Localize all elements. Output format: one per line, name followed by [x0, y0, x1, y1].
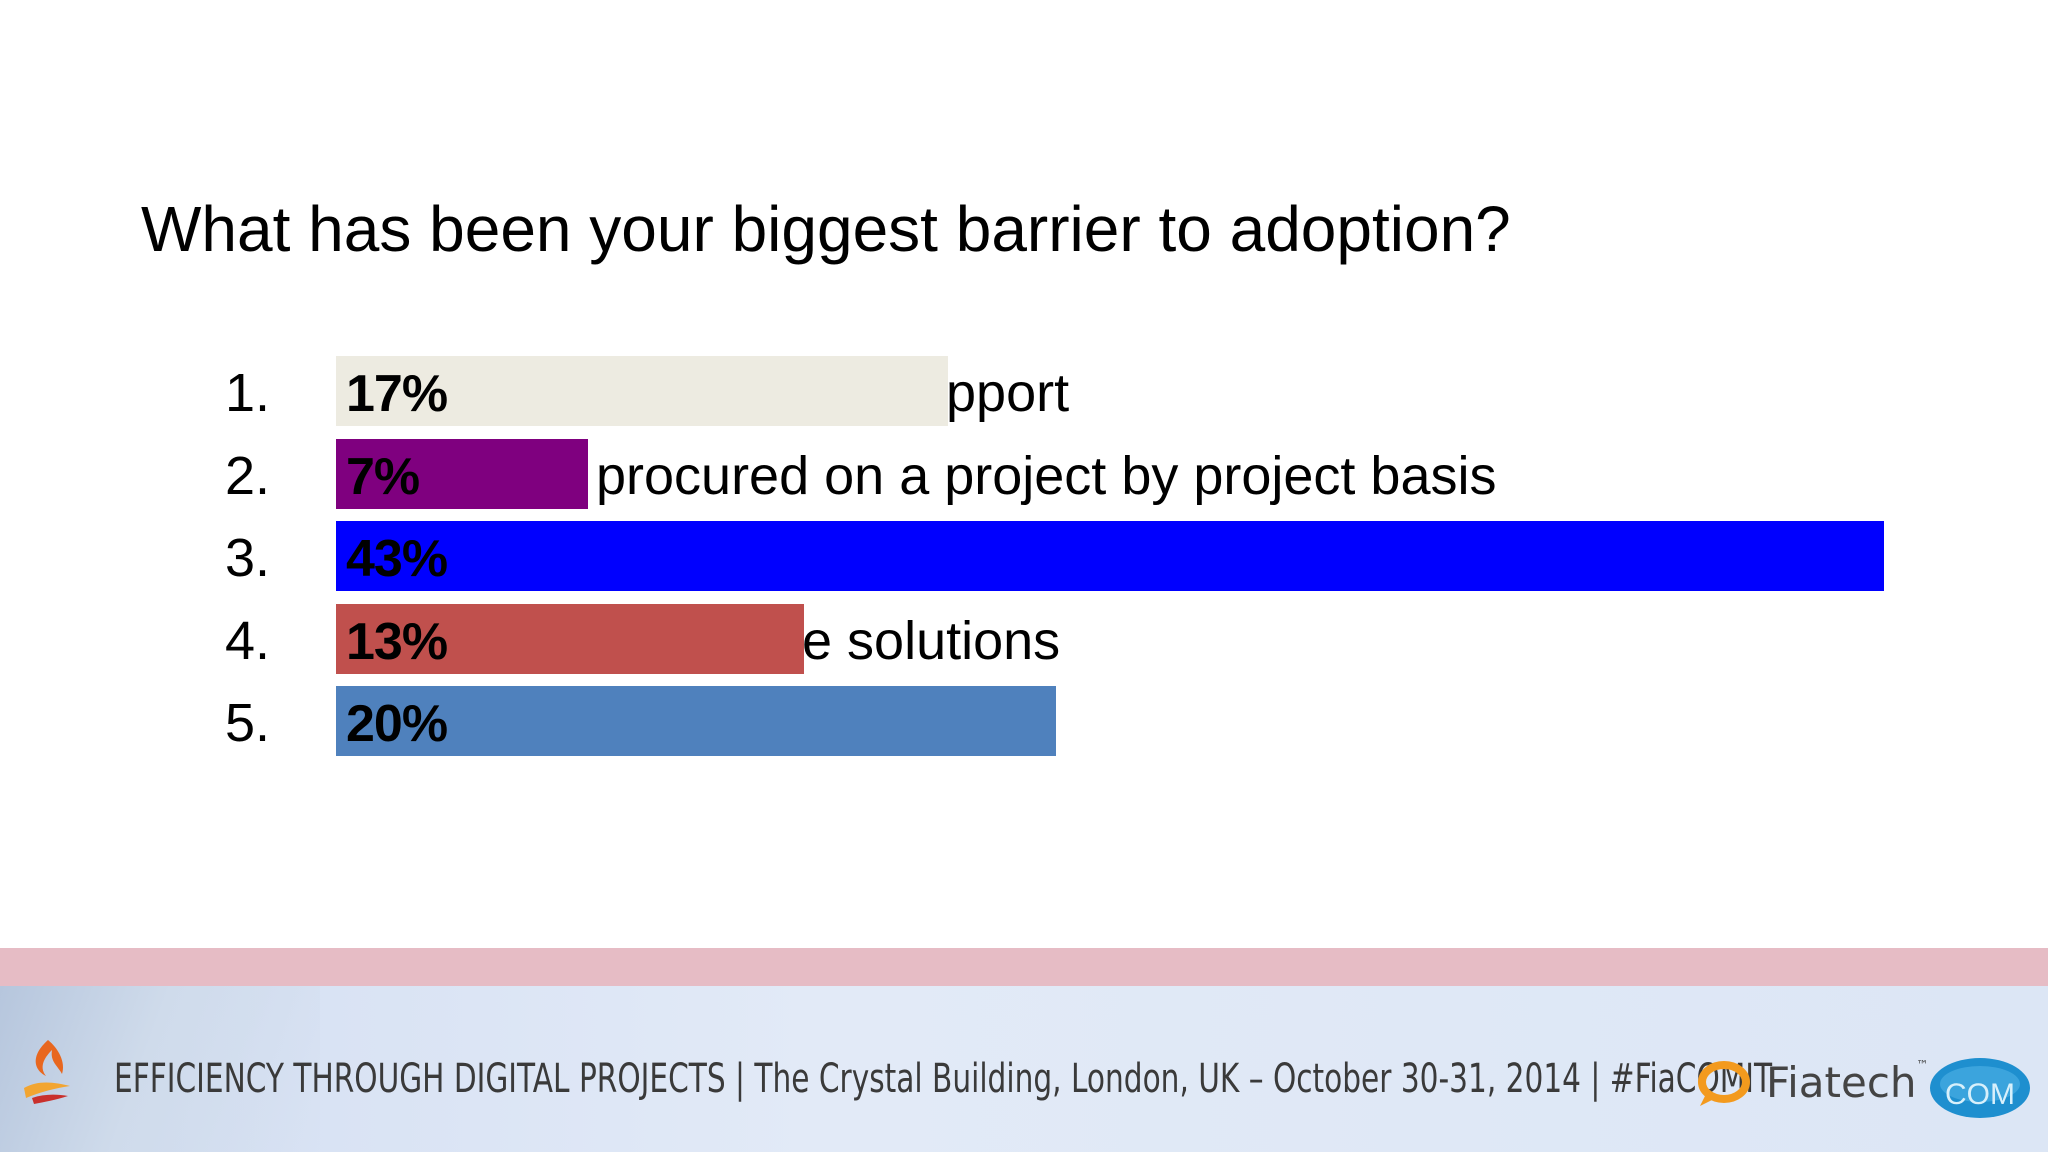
row-number: 3.: [225, 528, 271, 588]
bar-value-label: 7%: [346, 447, 420, 506]
fiatech-logo-icon: [1698, 1061, 1750, 1106]
building-photo: [0, 986, 320, 1152]
footer-accent-strip: [0, 948, 2048, 986]
chart-row: 5. 20%: [0, 686, 2048, 756]
row-number: 5.: [225, 693, 271, 753]
bar: 7%: [336, 438, 588, 509]
slide-title: What has been your biggest barrier to ad…: [141, 193, 1511, 265]
chart-row: 2. procured on a project by project basis…: [0, 438, 2048, 509]
com-logo-text: COM: [1945, 1078, 2015, 1111]
fiatech-trademark: ™: [1916, 1058, 1929, 1072]
row-number: 4.: [225, 610, 271, 671]
com-logo-icon: COM: [1930, 1058, 2030, 1118]
bar-value-label: 20%: [346, 695, 448, 753]
answer-text: e solutions: [802, 610, 1061, 671]
bar: 20%: [336, 686, 1056, 756]
answer-text: pport: [946, 363, 1070, 423]
fiatech-wordmark: Fiatech™: [1766, 1058, 1929, 1107]
bar-value-label: 13%: [346, 612, 448, 671]
row-number: 1.: [225, 363, 271, 423]
bar: 17%: [336, 356, 948, 426]
bar: 43%: [336, 521, 1884, 591]
chart-row: 4. e solutions 13%: [0, 603, 2048, 674]
footer-event-text: EFFICIENCY THROUGH DIGITAL PROJECTS | Th…: [114, 1056, 1773, 1102]
chart-row: 3. 43%: [0, 521, 2048, 591]
bar-value-label: 17%: [346, 365, 448, 423]
bar: 13%: [336, 603, 804, 674]
answer-text: procured on a project by project basis: [596, 445, 1497, 506]
bar-value-label: 43%: [346, 530, 448, 588]
chart-row: 1. pport 17%: [0, 356, 2048, 426]
footer: EFFICIENCY THROUGH DIGITAL PROJECTS | Th…: [0, 986, 2048, 1152]
flame-logo-icon: [24, 1040, 70, 1104]
row-number: 2.: [225, 445, 271, 506]
fiatech-name: Fiatech: [1766, 1058, 1917, 1107]
